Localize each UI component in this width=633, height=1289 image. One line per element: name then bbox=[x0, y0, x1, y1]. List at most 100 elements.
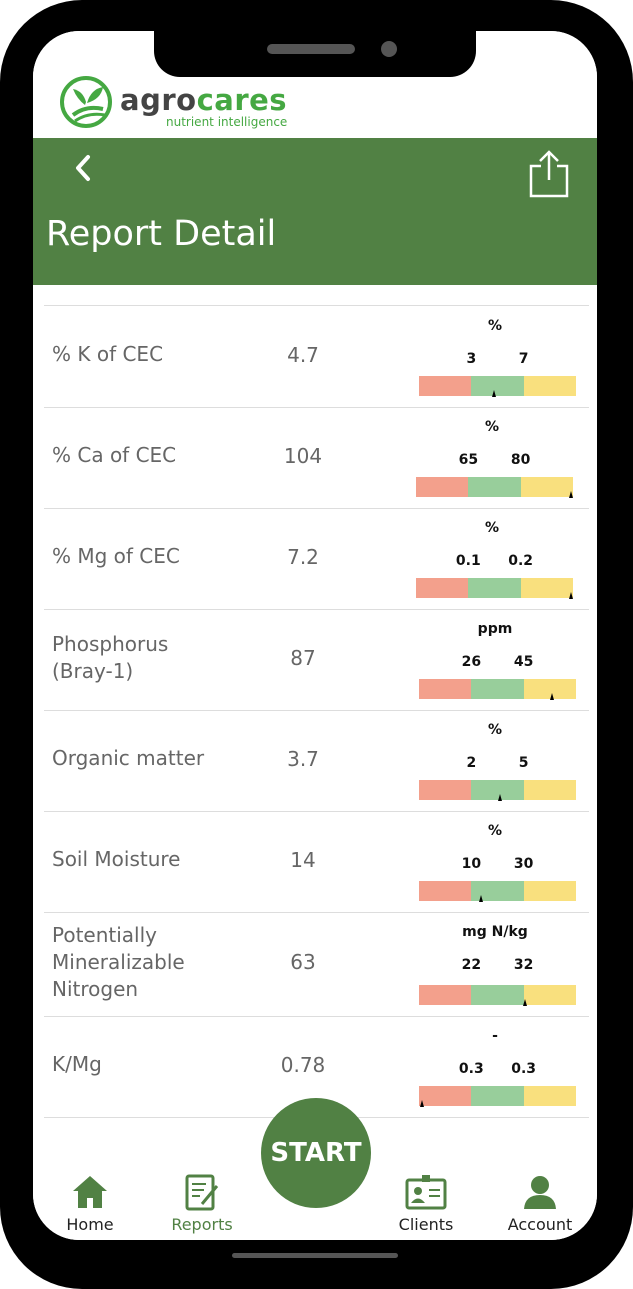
agrocares-logo-icon bbox=[60, 76, 112, 128]
range-high: 0.3 bbox=[511, 1061, 537, 1077]
tab-home[interactable]: Home bbox=[35, 1165, 145, 1240]
tab-reports[interactable]: Reports bbox=[147, 1165, 257, 1240]
value-marker bbox=[523, 999, 528, 1006]
row-label: K/Mg bbox=[52, 1052, 102, 1076]
row-unit: % bbox=[484, 520, 500, 536]
tab-account-label: Account bbox=[507, 1215, 573, 1234]
page-title: Report Detail bbox=[46, 214, 277, 254]
range-bar bbox=[419, 1086, 576, 1106]
range-ok-segment bbox=[471, 679, 524, 699]
range-bar bbox=[419, 679, 576, 699]
row-unit: % bbox=[484, 419, 500, 435]
row-value: 87 bbox=[290, 645, 316, 670]
range-high: 32 bbox=[513, 957, 534, 973]
range-high-segment bbox=[523, 1086, 576, 1106]
start-button[interactable]: START bbox=[261, 1098, 371, 1208]
row-value: 63 bbox=[290, 950, 316, 974]
value-marker bbox=[498, 794, 503, 801]
range-low: 0.3 bbox=[458, 1061, 484, 1077]
range-ok-segment bbox=[468, 578, 521, 598]
row-unit: % bbox=[487, 722, 503, 738]
tab-home-label: Home bbox=[66, 1215, 114, 1234]
range-ok-segment bbox=[471, 985, 524, 1005]
row-value: 104 bbox=[283, 443, 323, 468]
range-ok-segment bbox=[471, 376, 524, 396]
row-label: Potentially Mineralizable Nitrogen bbox=[52, 922, 185, 1001]
row-unit: % bbox=[487, 823, 503, 839]
report-row: % Ca of CEC 104% 65 80 bbox=[44, 407, 589, 509]
row-unit: % bbox=[487, 318, 503, 334]
range-low: 65 bbox=[458, 452, 479, 468]
home-icon bbox=[73, 1176, 107, 1208]
range-bar bbox=[419, 881, 576, 901]
row-value: 0.78 bbox=[280, 1052, 326, 1077]
range-high: 30 bbox=[513, 856, 534, 872]
range-low: 22 bbox=[461, 957, 482, 973]
row-unit: ppm bbox=[477, 621, 513, 637]
range-bar bbox=[419, 376, 576, 396]
row-unit: mg N/kg bbox=[462, 924, 528, 940]
value-marker bbox=[491, 390, 496, 397]
row-unit: - bbox=[492, 1028, 498, 1044]
range-bar bbox=[416, 477, 573, 497]
range-low-segment bbox=[419, 780, 472, 800]
row-label: % K of CEC bbox=[52, 342, 164, 366]
range-low: 26 bbox=[461, 654, 482, 670]
value-marker bbox=[419, 1100, 424, 1107]
value-marker bbox=[568, 491, 573, 498]
range-low: 3 bbox=[466, 351, 477, 367]
front-camera bbox=[381, 41, 397, 57]
tab-reports-label: Reports bbox=[171, 1215, 233, 1234]
row-label: Organic matter bbox=[52, 746, 205, 770]
tab-clients-label: Clients bbox=[398, 1215, 454, 1234]
report-list[interactable]: % K of CEC 4.7% 3 7 % Ca of CEC 104% 65 80 % Mg … bbox=[33, 285, 597, 1165]
id-card-icon bbox=[405, 1175, 447, 1210]
report-row: Phosphorus (Bray-1) 87 ppm 26 45 bbox=[44, 609, 589, 711]
range-low-segment bbox=[419, 679, 472, 699]
report-row: Potentially Mineralizable Nitrogen 63 mg N… bbox=[44, 912, 589, 1017]
chevron-left-icon[interactable] bbox=[69, 153, 99, 183]
report-icon bbox=[185, 1174, 219, 1211]
notch bbox=[154, 25, 476, 77]
row-label: Soil Moisture bbox=[52, 847, 181, 871]
row-label: % Ca of CEC bbox=[52, 443, 177, 467]
range-low: 0.1 bbox=[455, 553, 481, 569]
range-low-segment bbox=[416, 578, 469, 598]
row-label: % Mg of CEC bbox=[52, 544, 180, 568]
value-marker bbox=[549, 693, 554, 700]
tab-account[interactable]: Account bbox=[485, 1165, 595, 1240]
row-value: 7.2 bbox=[287, 544, 319, 569]
row-value: 3.7 bbox=[287, 746, 319, 771]
range-high: 7 bbox=[518, 351, 529, 367]
value-marker bbox=[568, 592, 573, 599]
range-low-segment bbox=[419, 985, 472, 1005]
range-bar bbox=[419, 780, 576, 800]
range-bar bbox=[419, 985, 576, 1005]
range-high-segment bbox=[523, 881, 576, 901]
range-high-segment bbox=[523, 679, 576, 699]
share-icon[interactable] bbox=[527, 150, 571, 198]
range-high-segment bbox=[523, 376, 576, 396]
range-high: 0.2 bbox=[508, 553, 534, 569]
range-low: 2 bbox=[466, 755, 477, 771]
range-low-segment bbox=[419, 376, 472, 396]
row-label: Phosphorus (Bray-1) bbox=[52, 631, 169, 683]
user-icon bbox=[524, 1176, 556, 1209]
speaker bbox=[267, 44, 355, 54]
range-high-segment bbox=[523, 985, 576, 1005]
home-indicator[interactable] bbox=[232, 1253, 398, 1258]
value-marker bbox=[479, 895, 484, 902]
brand-wordmark: agrocares bbox=[120, 83, 288, 117]
report-row: % Mg of CEC 7.2% 0.1 0.2 bbox=[44, 508, 589, 610]
range-high-segment bbox=[523, 780, 576, 800]
range-ok-segment bbox=[471, 1086, 524, 1106]
range-low-segment bbox=[419, 1086, 472, 1106]
brand-tagline: nutrient intelligence bbox=[166, 115, 288, 129]
range-high: 80 bbox=[510, 452, 531, 468]
partial-row bbox=[44, 285, 589, 306]
report-row: Soil Moisture 14% 10 30 bbox=[44, 811, 589, 913]
row-value: 14 bbox=[290, 847, 316, 872]
range-high: 5 bbox=[518, 755, 529, 771]
tab-clients[interactable]: Clients bbox=[371, 1165, 481, 1240]
